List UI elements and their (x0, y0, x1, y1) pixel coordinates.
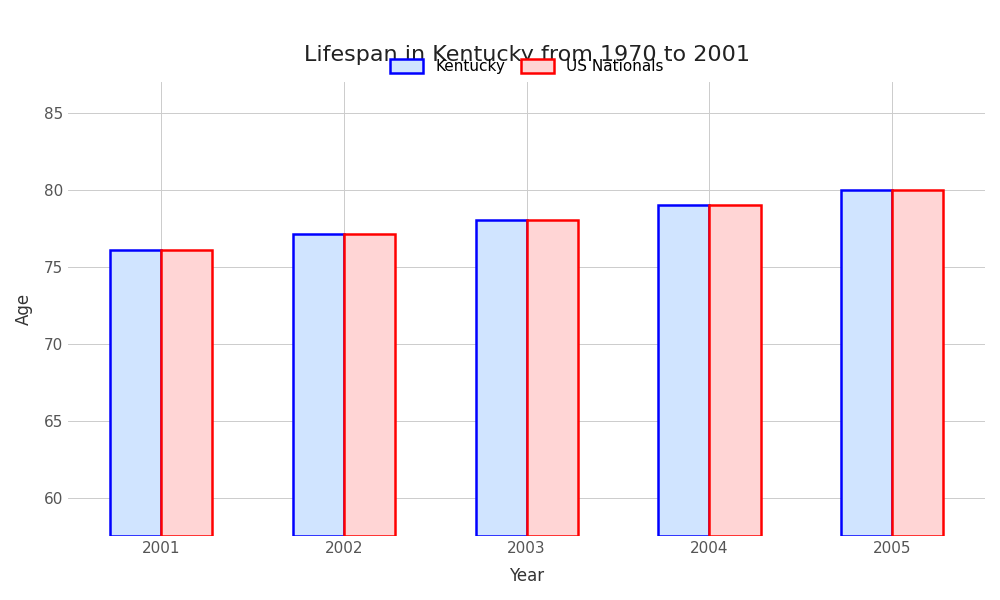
Y-axis label: Age: Age (15, 293, 33, 325)
Bar (658, 205, 709, 536)
Bar (293, 234, 344, 536)
X-axis label: Year: Year (509, 567, 544, 585)
Title: Lifespan in Kentucky from 1970 to 2001: Lifespan in Kentucky from 1970 to 2001 (304, 45, 750, 65)
Legend: Kentucky, US Nationals: Kentucky, US Nationals (383, 53, 670, 80)
Bar (841, 190, 892, 536)
Bar (892, 190, 943, 536)
Bar (527, 220, 578, 536)
Bar (344, 234, 395, 536)
Bar (161, 250, 212, 536)
Bar (709, 205, 761, 536)
Bar (110, 250, 161, 536)
Bar (476, 220, 527, 536)
